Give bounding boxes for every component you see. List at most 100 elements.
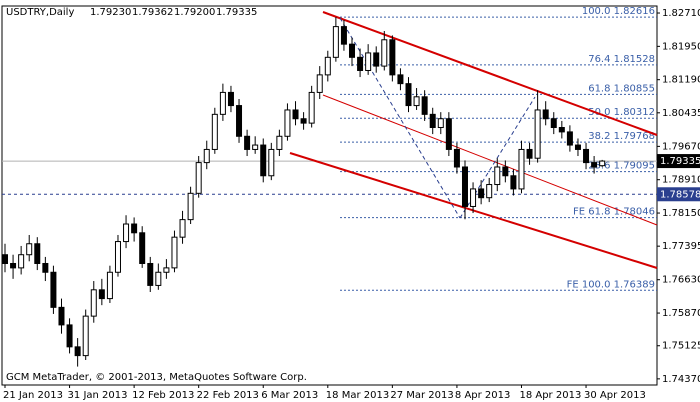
candle-body <box>486 184 493 199</box>
candle-body <box>171 236 178 269</box>
candle-body <box>591 162 598 168</box>
candle-body <box>123 223 130 243</box>
x-tick-label: 30 Apr 2013 <box>584 390 646 401</box>
candle-body <box>583 148 590 164</box>
candle-body <box>195 162 202 194</box>
candle-body <box>82 315 89 357</box>
candle-body <box>244 135 251 150</box>
candle-body <box>566 131 573 146</box>
y-tick-label: 1.82710 <box>662 8 700 19</box>
candle-body <box>574 144 581 150</box>
candle-body <box>203 148 210 164</box>
candle-body <box>106 271 113 300</box>
footer: GCM MetaTrader, © 2001-2013, MetaQuotes … <box>6 372 307 383</box>
y-tick-label: 1.75125 <box>662 341 700 352</box>
candle-body <box>381 39 388 67</box>
candle-body <box>502 166 509 177</box>
candle-body <box>211 113 218 150</box>
candle-body <box>324 56 331 76</box>
candle-body <box>389 39 396 76</box>
candle-body <box>405 83 412 107</box>
candle-body <box>518 148 525 190</box>
fibo-label: 50.0 1.80312 <box>588 107 655 118</box>
candle-body <box>308 91 315 124</box>
candle-body <box>413 96 420 107</box>
level-box <box>657 187 700 202</box>
x-tick-label: 22 Feb 2013 <box>197 390 259 401</box>
channel-upper <box>322 11 658 136</box>
candle-body <box>179 219 186 238</box>
candle-body <box>227 91 234 107</box>
candle-body <box>252 144 259 150</box>
candle-body <box>437 118 444 129</box>
candle-body <box>526 148 533 159</box>
y-tick-label: 1.77395 <box>662 241 700 252</box>
y-tick-label: 1.78150 <box>662 208 700 219</box>
candle-body <box>510 175 517 190</box>
candle-body <box>276 135 283 150</box>
candle-body <box>66 324 73 348</box>
candle-body <box>365 52 372 71</box>
candle-body <box>534 109 541 159</box>
y-tick-label: 1.79670 <box>662 141 700 152</box>
candle-body <box>50 271 57 308</box>
fibo-label: 61.8 1.80855 <box>588 83 655 94</box>
x-tick-label: 31 Jan 2013 <box>68 390 128 401</box>
candle-body <box>34 243 41 264</box>
header-quote: 1.79335 <box>216 7 257 18</box>
x-tick-label: 6 Mar 2013 <box>261 390 318 401</box>
fibo-label: 76.4 1.81528 <box>588 54 655 65</box>
candle-body <box>18 254 25 269</box>
candle-body <box>26 243 33 256</box>
candles <box>2 17 606 367</box>
fibo-label: 100.0 1.82616 <box>582 6 655 17</box>
x-tick-label: 18 Apr 2013 <box>519 390 581 401</box>
candle-body <box>332 26 339 58</box>
candle-body <box>429 113 436 129</box>
candle-body <box>268 148 275 177</box>
candle-body <box>42 262 49 273</box>
y-tick-label: 1.80435 <box>662 108 700 119</box>
candle-body <box>163 267 170 273</box>
x-tick-label: 21 Jan 2013 <box>3 390 63 401</box>
price-label: 1.79335 <box>660 156 700 167</box>
header-quote: 1.79230 <box>90 7 131 18</box>
candle-body <box>550 118 557 129</box>
fibo-label: FE 100.0 1.76389 <box>567 279 655 290</box>
y-tick-label: 1.76630 <box>662 275 700 286</box>
candle-body <box>155 271 162 286</box>
x-tick-label: 8 Apr 2013 <box>455 390 510 401</box>
fibo-label: 23.6 1.79095 <box>588 161 655 172</box>
y-tick-label: 1.81950 <box>662 41 700 52</box>
candle-body <box>397 74 404 85</box>
candle-body <box>599 160 606 167</box>
candle-body <box>421 96 428 115</box>
candle-body <box>98 289 105 300</box>
candle-body <box>340 26 347 45</box>
level-label: 1.78578 <box>660 189 700 200</box>
price-box <box>657 154 700 169</box>
x-tick-label: 27 Mar 2013 <box>390 390 453 401</box>
labels-layer: 1.74370 1.75125 1.75870 1.76630 1.77395 1.781… <box>3 8 700 401</box>
candle-body <box>147 262 154 286</box>
header-quote: 1.79200 <box>174 7 215 18</box>
candle-body <box>373 52 380 67</box>
candle-body <box>461 166 468 207</box>
candle-body <box>292 109 299 120</box>
candle-body <box>74 346 81 357</box>
candle-body <box>453 148 460 168</box>
candle-body <box>58 306 65 326</box>
y-tick-label: 1.75870 <box>662 308 700 319</box>
candle-body <box>139 232 146 264</box>
y-tick-label: 1.78910 <box>662 175 700 186</box>
candle-body <box>470 188 477 207</box>
candle-body <box>542 109 549 120</box>
candle-body <box>445 118 452 150</box>
x-tick-label: 18 Mar 2013 <box>326 390 389 401</box>
candle-body <box>187 192 194 221</box>
candle-body <box>114 241 121 273</box>
y-tick-label: 1.74370 <box>662 374 700 385</box>
channel-middle <box>322 94 658 226</box>
